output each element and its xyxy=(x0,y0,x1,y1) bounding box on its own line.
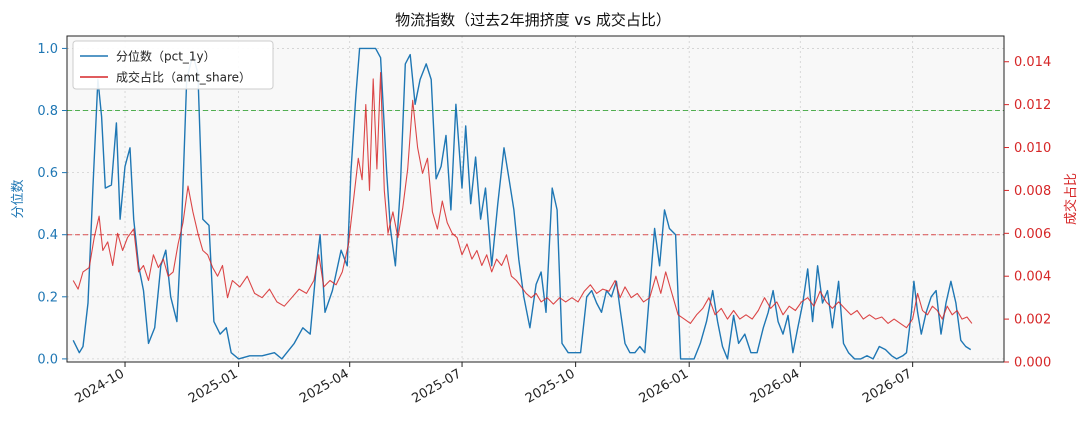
x-tick-label: 2025-10 xyxy=(523,366,578,406)
y-right-tick-label: 0.010 xyxy=(1014,141,1051,156)
y-left-tick-label: 0.2 xyxy=(37,290,58,305)
y-right-tick-label: 0.014 xyxy=(1014,55,1051,70)
x-tick-label: 2026-07 xyxy=(860,366,915,406)
y-right-tick-label: 0.008 xyxy=(1014,184,1051,199)
legend-box xyxy=(72,40,274,90)
chart-title: 物流指数（过去2年拥挤度 vs 成交占比） xyxy=(395,11,671,29)
legend-label: 分位数（pct_1y） xyxy=(116,49,216,64)
reference-lines xyxy=(67,110,1004,236)
y-axis-left: 0.0 0.2 0.4 0.6 0.8 1.0 xyxy=(37,42,67,367)
x-tick-label: 2025-01 xyxy=(186,366,241,406)
y-left-tick-label: 0.0 xyxy=(37,352,58,367)
series-line-pct xyxy=(72,47,972,360)
y-axis-right-label: 成交占比 xyxy=(1063,173,1079,225)
y-axis-left-label: 分位数 xyxy=(11,179,26,218)
x-tick-label: 2026-04 xyxy=(748,366,803,406)
y-right-tick-label: 0.004 xyxy=(1014,270,1051,285)
y-right-tick-label: 0.002 xyxy=(1014,313,1051,328)
x-tick-label: 2025-07 xyxy=(409,366,464,406)
legend-label: 成交占比（amt_share） xyxy=(116,70,251,85)
x-tick-label: 2026-01 xyxy=(637,366,692,406)
y-right-tick-label: 0.006 xyxy=(1014,227,1051,242)
x-tick-label: 2025-04 xyxy=(297,366,352,406)
y-left-tick-label: 0.4 xyxy=(37,228,58,243)
series-group xyxy=(72,47,973,360)
plot-area xyxy=(67,36,1004,362)
y-axis-right: 0.000 0.002 0.004 0.006 0.008 0.010 0.012 0.014 xyxy=(1004,55,1051,371)
y-left-tick-label: 0.6 xyxy=(37,166,58,181)
y-right-tick-label: 0.000 xyxy=(1014,356,1051,371)
x-axis: 2024-10 2025-01 2025-04 2025-07 2025-10 2026-… xyxy=(72,362,915,407)
x-tick-label: 2024-10 xyxy=(72,366,127,406)
series-line-amt-share xyxy=(72,71,973,329)
legend: 分位数（pct_1y） 成交占比（amt_share） xyxy=(72,40,274,90)
plot-frame xyxy=(66,35,1005,363)
y-left-tick-label: 1.0 xyxy=(37,42,58,57)
y-left-tick-label: 0.8 xyxy=(37,104,58,119)
y-right-tick-label: 0.012 xyxy=(1014,98,1051,113)
